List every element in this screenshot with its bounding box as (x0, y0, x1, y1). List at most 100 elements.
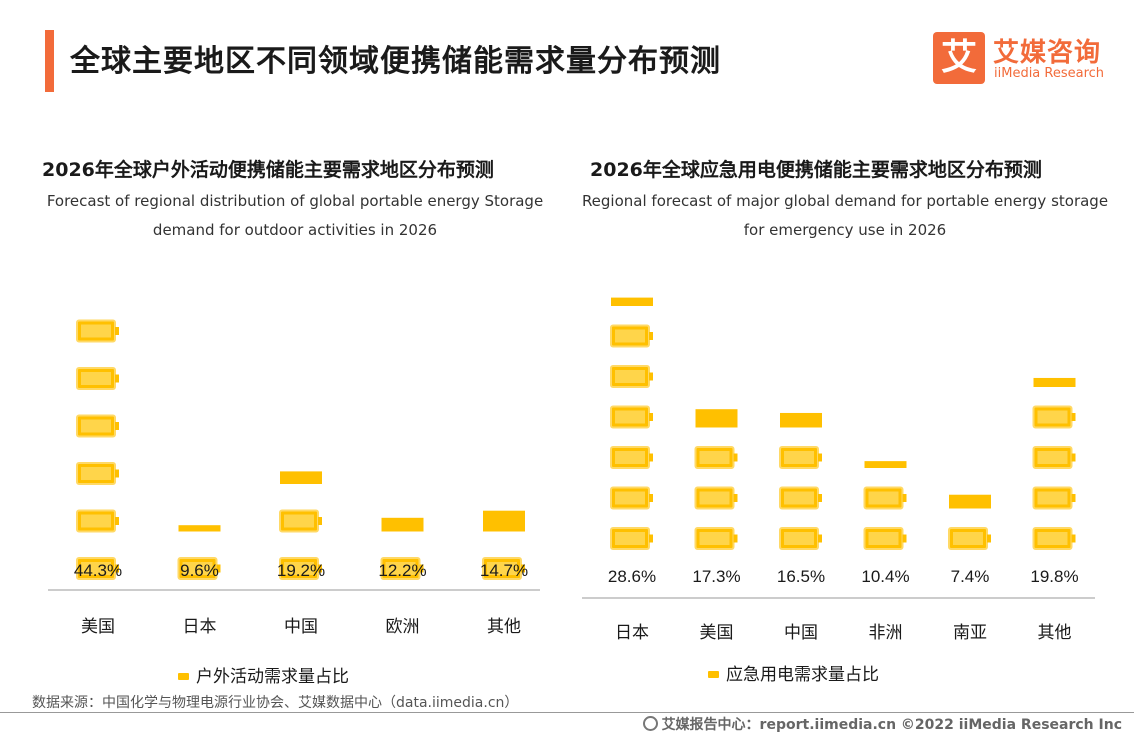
logo-text-en: iiMedia Research (994, 66, 1105, 81)
chart2-bar-1-battery-2-core (699, 451, 730, 464)
chart2-bar-2-battery-0-tip (818, 534, 822, 543)
chart2-bar-3-battery-1-tip (902, 494, 907, 502)
chart1-bar-0-battery-0-core (81, 562, 111, 575)
chart2-bar-0-battery-2-core (615, 451, 645, 464)
chart2-bar-5-battery-3-core (1037, 410, 1068, 424)
chart2-bar-2-battery-0-core (784, 532, 814, 545)
chart2-category-label-1: 美国 (700, 623, 734, 642)
chart2-bar-1-battery-0-core (699, 532, 730, 545)
chart2-bar-1-battery-1-tip (733, 494, 738, 502)
chart2-bar-1-battery-0-tip (733, 534, 738, 543)
chart1-bar-0-battery-3-tip (115, 422, 119, 430)
footer-credit-text: 艾媒报告中心：report.iimedia.cn ©2022 iiMedia R… (661, 717, 1122, 733)
chart2-bar-3-battery-0-tip (902, 534, 907, 543)
logo-text-cn: 艾媒咨询 (993, 38, 1102, 68)
chart2-value-label-5: 19.8% (1030, 567, 1078, 586)
chart1-bar-0-battery-5-tip (115, 327, 119, 335)
chart2-value-label-2: 16.5% (777, 567, 825, 586)
chart2-bar-2-battery-2-core (784, 451, 814, 464)
chart2-legend-swatch (708, 671, 719, 678)
chart1-bar-0-battery-2-core (81, 467, 111, 480)
logo-mark: 艾 (933, 32, 985, 84)
chart2-bar-2-battery-1-core (784, 491, 814, 505)
chart1-bar-0-battery-4-tip (115, 374, 119, 383)
chart1-bar-0-battery-1-core (81, 514, 111, 528)
chart2-bar-0-battery-3-tip (649, 413, 653, 421)
chart1-bar-4-battery-0-core (487, 562, 517, 575)
chart2-bar-5-battery-partial (1033, 377, 1076, 387)
chart1-bar-0-battery-2-tip (115, 469, 119, 478)
chart1-category-label-2: 中国 (284, 617, 318, 636)
chart2-bar-5-battery-1-core (1037, 491, 1068, 505)
chart2-category-label-5: 其他 (1038, 623, 1072, 642)
chart2-bar-1-battery-2-tip (733, 453, 738, 462)
chart1-bar-1-battery-0-core (182, 562, 213, 575)
chart2-bar-0-battery-3-core (615, 410, 645, 424)
chart1-bar-4-battery-partial (483, 510, 525, 532)
chart1-subtitle-line2: demand for outdoor activities in 2026 (152, 221, 438, 239)
chart1-bar-3-battery-partial (381, 517, 424, 532)
chart2-bar-5-battery-0-core (1037, 532, 1068, 545)
chart2-bar-1-battery-1-core (699, 491, 730, 505)
chart2-bar-0-battery-5-tip (649, 332, 653, 340)
chart2-bar-2-battery-1-tip (818, 494, 822, 502)
chart2-bar-4-battery-partial (949, 494, 991, 509)
chart2-category-label-2: 中国 (784, 623, 818, 642)
chart2-bar-5-battery-2-tip (1071, 453, 1076, 462)
globe-icon (642, 716, 658, 731)
chart1-bar-3-battery-0-tip (419, 564, 424, 573)
chart2-value-label-0: 28.6% (608, 567, 656, 586)
chart2-title: 2026年全球应急用电便携储能主要需求地区分布预测 (590, 159, 1042, 181)
chart1-subtitle: Forecast of regional distribution of glo… (30, 187, 560, 245)
chart2-bar-3-battery-1-core (868, 491, 899, 505)
chart2-value-label-1: 17.3% (692, 567, 740, 586)
chart2-category-label-4: 南亚 (953, 623, 987, 642)
chart2-subtitle-line1: Regional forecast of major global demand… (581, 192, 1109, 210)
chart2-bar-0-battery-4-tip (649, 372, 653, 381)
chart2-bar-0-battery-1-core (615, 491, 645, 505)
chart2-bar-1-battery-partial (695, 409, 738, 428)
chart2-bar-0-battery-1-tip (649, 494, 653, 502)
chart2-bar-4-battery-0-tip (987, 534, 991, 543)
chart1-bar-2-battery-1-core (284, 514, 314, 528)
chart2-bar-5-battery-1-tip (1071, 494, 1076, 502)
chart1-bar-1-battery-0-tip (216, 564, 221, 573)
chart1-category-label-3: 欧洲 (386, 617, 420, 636)
chart1-value-label-4: 14.7% (480, 561, 528, 580)
iimedia-logo[interactable]: 艾 艾媒咨询 iiMedia Research (933, 32, 1113, 86)
chart2-value-label-3: 10.4% (861, 567, 909, 586)
chart2-bar-4-battery-0-core (953, 532, 983, 545)
chart1-bar-0-battery-5-core (81, 324, 111, 338)
chart2-bar-0-battery-5-core (615, 329, 645, 343)
chart1-bar-2-battery-0-tip (318, 564, 322, 573)
chart1-bar-0-battery-0-tip (115, 564, 119, 573)
chart2-value-label-4: 7.4% (951, 567, 990, 586)
chart2-legend-label: 应急用电需求量占比 (726, 665, 879, 684)
chart2-subtitle: Regional forecast of major global demand… (580, 187, 1110, 245)
chart1-category-label-1: 日本 (183, 617, 217, 636)
chart2-bar-2-battery-2-tip (818, 453, 822, 462)
chart2-bar-3-battery-partial (864, 461, 907, 468)
footer-credit[interactable]: 艾媒报告中心：report.iimedia.cn ©2022 iiMedia R… (642, 714, 1122, 734)
chart1-value-label-2: 19.2% (277, 561, 325, 580)
chart2-bar-5-battery-0-tip (1071, 534, 1076, 543)
chart2-category-label-3: 非洲 (869, 623, 903, 642)
chart1-bar-1-battery-partial (178, 525, 221, 532)
chart1-title: 2026年全球户外活动便携储能主要需求地区分布预测 (42, 159, 494, 181)
chart2-bar-0-battery-4-core (615, 370, 645, 383)
chart1-legend-label: 户外活动需求量占比 (196, 667, 349, 686)
chart2-bar-5-battery-2-core (1037, 451, 1068, 464)
chart1-bar-0-battery-1-tip (115, 517, 119, 525)
chart1-bar-3-battery-0-core (385, 562, 416, 575)
chart2-subtitle-line2: for emergency use in 2026 (743, 221, 947, 239)
chart1-subtitle-line1: Forecast of regional distribution of glo… (46, 192, 544, 210)
chart2-bar-0-battery-2-tip (649, 453, 653, 462)
chart1-bar-2-battery-partial (280, 471, 322, 484)
chart2-bar-0-battery-0-core (615, 532, 645, 545)
chart2-bar-0-battery-partial (611, 297, 653, 306)
page-title: 全球主要地区不同领域便携储能需求量分布预测 (70, 44, 721, 79)
chart1-category-label-0: 美国 (81, 617, 115, 636)
footer-divider (0, 712, 1134, 713)
chart2-category-label-0: 日本 (615, 623, 649, 642)
title-accent-bar (45, 30, 54, 92)
